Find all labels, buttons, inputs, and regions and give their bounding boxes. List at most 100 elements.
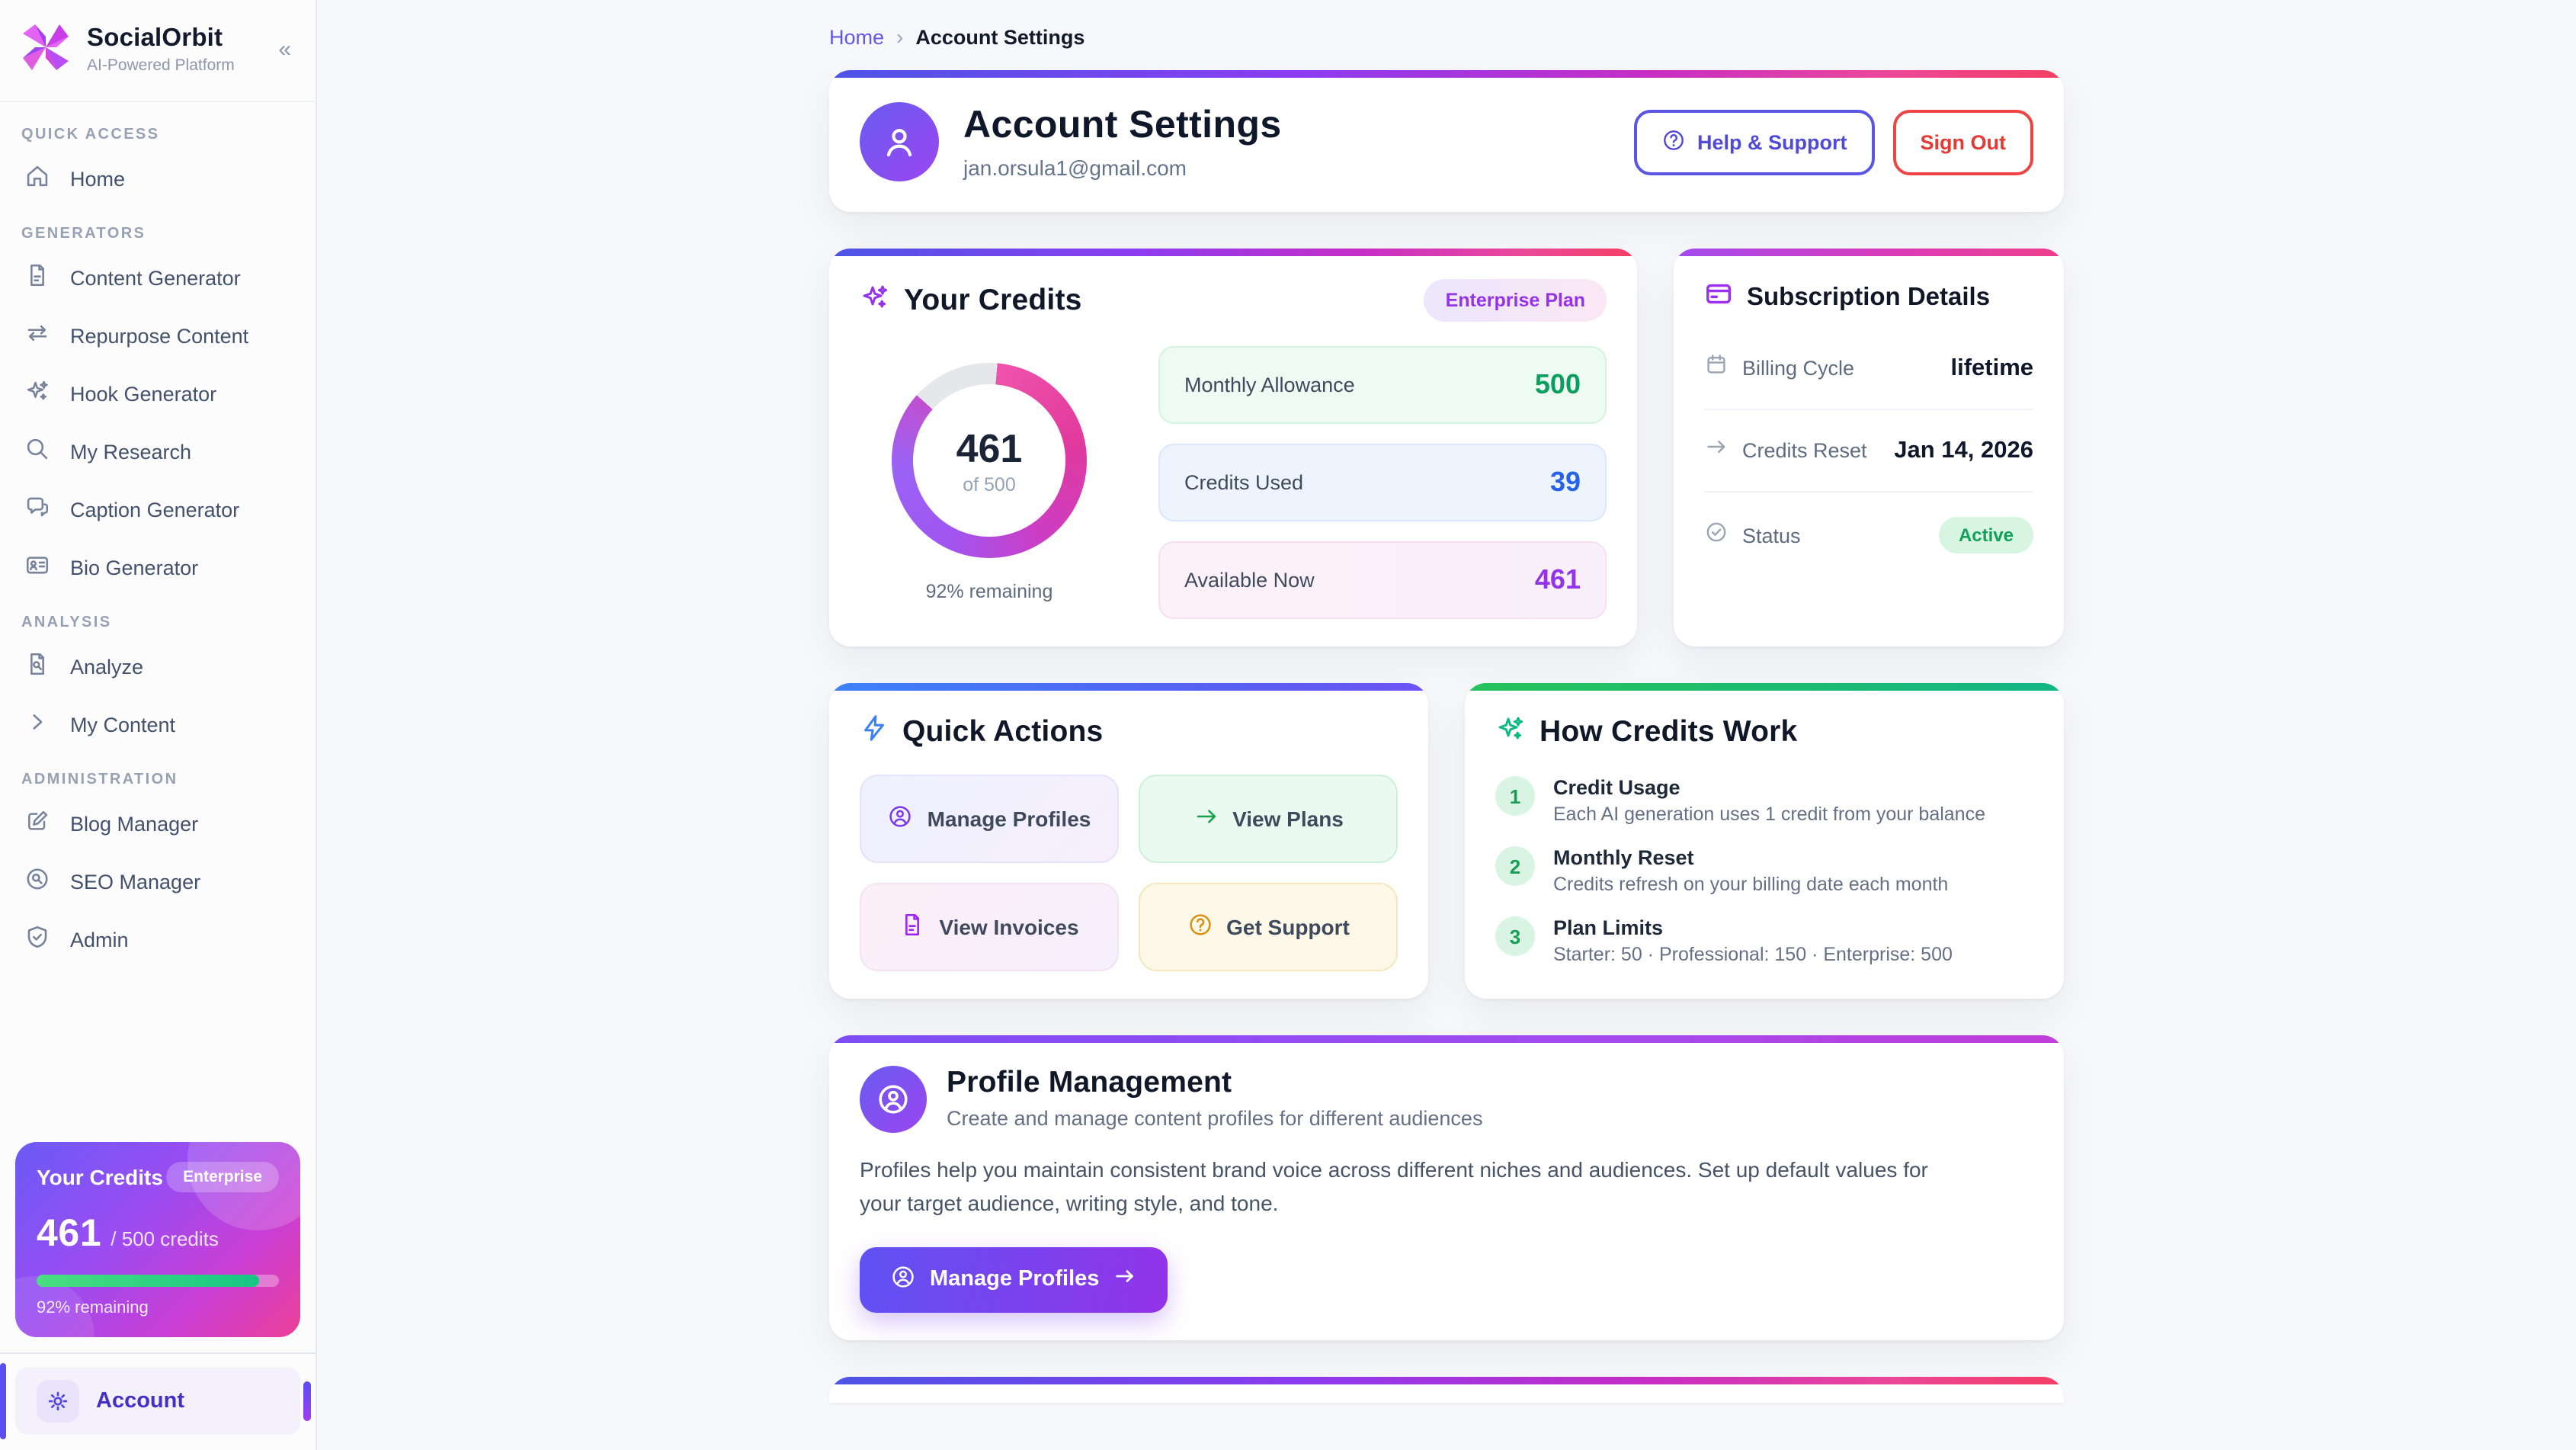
how-credits-title: How Credits Work bbox=[1540, 715, 1798, 749]
credits-gradient-bar bbox=[829, 249, 1637, 256]
quick-actions-gradient-bar bbox=[829, 683, 1428, 691]
credit-step-3: 3 Plan Limits Starter: 50 · Professional… bbox=[1495, 916, 2033, 965]
nav-item-label: Home bbox=[70, 167, 126, 190]
subscription-row-credits-reset: Credits Reset Jan 14, 2026 bbox=[1704, 410, 2033, 492]
sign-out-button[interactable]: Sign Out bbox=[1892, 109, 2033, 175]
stat-credits-used: Credits Used 39 bbox=[1158, 444, 1607, 521]
nav-section-generators: GENERATORS bbox=[21, 226, 146, 242]
get-support-quick-button[interactable]: Get Support bbox=[1139, 883, 1398, 971]
main-content: Home › Account Settings Account Settings… bbox=[317, 0, 2576, 1450]
page-title: Account Settings bbox=[963, 104, 1282, 146]
sidebar-item-admin[interactable]: Admin bbox=[18, 910, 297, 968]
home-icon bbox=[24, 163, 50, 194]
sidebar-item-content-generator[interactable]: Content Generator bbox=[18, 249, 297, 306]
donut-value: 461 bbox=[956, 425, 1023, 471]
stat-label: Available Now bbox=[1184, 569, 1315, 592]
stat-label: Credits Used bbox=[1184, 471, 1304, 494]
sidebar-item-hook-generator[interactable]: Hook Generator bbox=[18, 364, 297, 422]
arrow-right-icon bbox=[1704, 435, 1729, 467]
nav-item-label: Repurpose Content bbox=[70, 324, 249, 347]
profile-management-card: Profile Management Create and manage con… bbox=[829, 1035, 2064, 1340]
brand-logo-pinwheel-icon bbox=[18, 18, 73, 81]
invoice-document-icon bbox=[899, 912, 925, 942]
nav-item-label: Hook Generator bbox=[70, 382, 217, 405]
header-gradient-bar bbox=[829, 70, 2064, 78]
document-search-icon bbox=[24, 651, 50, 682]
nav-section-analysis: ANALYSIS bbox=[21, 614, 112, 631]
nav-item-label: Blog Manager bbox=[70, 812, 199, 835]
sidebar-item-analyze[interactable]: Analyze bbox=[18, 637, 297, 695]
view-plans-quick-button[interactable]: View Plans bbox=[1139, 775, 1398, 863]
breadcrumb-current: Account Settings bbox=[915, 25, 1085, 48]
seo-search-circle-icon bbox=[24, 866, 50, 897]
sidebar-scrollbar-thumb[interactable] bbox=[303, 1381, 311, 1421]
nav-item-label: Caption Generator bbox=[70, 498, 240, 521]
breadcrumb-separator-icon: › bbox=[896, 24, 904, 49]
nav-section-quick-access: QUICK ACCESS bbox=[21, 127, 160, 143]
sidebar-item-caption-generator[interactable]: Caption Generator bbox=[18, 480, 297, 538]
subscription-card-title: Subscription Details bbox=[1747, 283, 1991, 310]
sidebar-credits-card: Your Credits Enterprise 461 / 500 credit… bbox=[15, 1142, 300, 1337]
sidebar-collapse-button[interactable]: « bbox=[278, 37, 291, 63]
nav-section-administration: ADMINISTRATION bbox=[21, 772, 178, 788]
sidebar-credits-remaining: 92% remaining bbox=[37, 1299, 149, 1317]
arrow-right-green-icon bbox=[1193, 804, 1219, 834]
stat-available-now: Available Now 461 bbox=[1158, 541, 1607, 619]
step-number-badge: 1 bbox=[1495, 776, 1535, 816]
check-circle-icon bbox=[1704, 519, 1729, 551]
step-title: Credit Usage bbox=[1553, 776, 1680, 799]
breadcrumb-home-link[interactable]: Home bbox=[829, 25, 885, 48]
sidebar-item-account[interactable]: Account bbox=[0, 1363, 311, 1439]
step-number-badge: 2 bbox=[1495, 846, 1535, 886]
your-credits-card: Your Credits Enterprise Plan 461 of 500 bbox=[829, 249, 1637, 646]
nav-item-label: Analyze bbox=[70, 655, 144, 678]
sidebar-item-home[interactable]: Home bbox=[18, 149, 297, 207]
search-icon bbox=[24, 436, 50, 467]
next-card-gradient-bar bbox=[829, 1376, 2064, 1384]
profile-user-circle-icon bbox=[860, 1066, 927, 1133]
help-support-label: Help & Support bbox=[1697, 130, 1847, 153]
sidebar-nav: QUICK ACCESS Home GENERATORS Content Gen… bbox=[0, 102, 316, 968]
sidebar-item-bio-generator[interactable]: Bio Generator bbox=[18, 538, 297, 596]
nav-item-label: Content Generator bbox=[70, 266, 241, 289]
how-credits-gradient-bar bbox=[1465, 683, 2064, 691]
sub-row-value: lifetime bbox=[1950, 354, 2033, 380]
sidebar-item-my-content[interactable]: My Content bbox=[18, 695, 297, 753]
stat-monthly-allowance: Monthly Allowance 500 bbox=[1158, 346, 1607, 424]
subscription-gradient-bar bbox=[1674, 249, 2064, 256]
brand-tagline: AI-Powered Platform bbox=[87, 56, 235, 75]
step-desc: Each AI generation uses 1 credit from yo… bbox=[1553, 804, 1985, 825]
quick-actions-title: Quick Actions bbox=[902, 714, 1104, 748]
qa-label: Get Support bbox=[1226, 915, 1350, 939]
step-title: Monthly Reset bbox=[1553, 846, 1694, 869]
stat-value: 39 bbox=[1549, 467, 1581, 497]
help-support-button[interactable]: Help & Support bbox=[1633, 109, 1875, 175]
sidebar-item-blog-manager[interactable]: Blog Manager bbox=[18, 794, 297, 852]
lightning-bolt-icon bbox=[860, 714, 889, 750]
sidebar-item-my-research[interactable]: My Research bbox=[18, 422, 297, 480]
repurpose-arrows-icon bbox=[24, 320, 50, 351]
brand-name: SocialOrbit bbox=[87, 24, 223, 52]
step-number-badge: 3 bbox=[1495, 916, 1535, 956]
nav-item-label: My Content bbox=[70, 713, 176, 736]
sparkles-icon bbox=[24, 378, 50, 409]
user-avatar bbox=[860, 102, 939, 181]
calendar-icon bbox=[1704, 352, 1729, 384]
sidebar-credits-title: Your Credits bbox=[37, 1165, 163, 1189]
next-card-partial bbox=[829, 1376, 2064, 1403]
manage-profiles-button[interactable]: Manage Profiles bbox=[860, 1246, 1168, 1313]
sub-row-label: Credits Reset bbox=[1742, 439, 1867, 462]
profile-mgmt-title: Profile Management bbox=[947, 1066, 1232, 1099]
stat-label: Monthly Allowance bbox=[1184, 374, 1355, 396]
sidebar-item-repurpose-content[interactable]: Repurpose Content bbox=[18, 306, 297, 364]
sidebar-credits-total: / 500 credits bbox=[111, 1227, 219, 1250]
profile-mgmt-subtitle: Create and manage content profiles for d… bbox=[947, 1107, 1483, 1130]
credit-step-2: 2 Monthly Reset Credits refresh on your … bbox=[1495, 846, 2033, 895]
sparkles-green-icon bbox=[1495, 714, 1526, 752]
sidebar-item-seo-manager[interactable]: SEO Manager bbox=[18, 852, 297, 910]
manage-profiles-quick-button[interactable]: Manage Profiles bbox=[860, 775, 1119, 863]
question-circle-orange-icon bbox=[1187, 912, 1213, 942]
credits-progress-fill bbox=[37, 1275, 260, 1287]
view-invoices-quick-button[interactable]: View Invoices bbox=[860, 883, 1119, 971]
